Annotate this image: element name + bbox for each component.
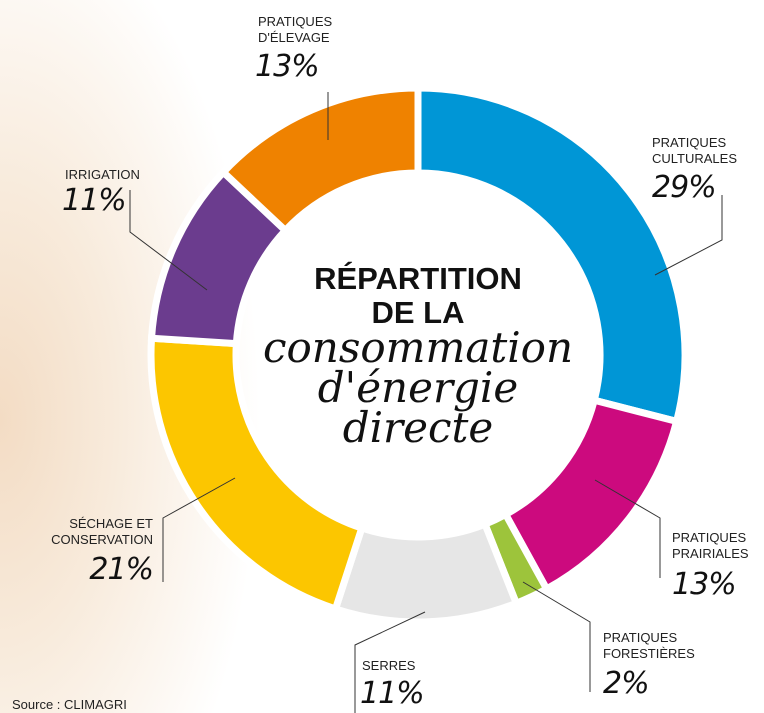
- value-label: 21%: [89, 552, 154, 587]
- donut-segment: [331, 519, 521, 626]
- value-label: 11%: [360, 676, 425, 711]
- category-label: PRATIQUES FORESTIÈRES: [603, 630, 695, 661]
- category-label: PRATIQUES D'ÉLEVAGE: [258, 14, 333, 45]
- leader-line: [522, 581, 591, 692]
- category-label: SERRES: [362, 658, 416, 673]
- leader-line: [162, 477, 236, 582]
- category-label: PRATIQUES PRAIRIALES: [672, 530, 749, 561]
- leader-line: [129, 190, 208, 291]
- category-label: PRATIQUES CULTURALES: [652, 135, 738, 166]
- source: Source : CLIMAGRI: [12, 697, 127, 712]
- donut-segment: [218, 84, 422, 236]
- chart-title: RÉPARTITION DE LA: [314, 261, 522, 330]
- donut-segment: [414, 84, 689, 426]
- leader-line: [654, 195, 723, 276]
- value-label: 13%: [672, 567, 737, 602]
- value-label: 29%: [652, 170, 717, 205]
- category-label: IRRIGATION: [65, 167, 140, 182]
- value-label: 11%: [62, 183, 127, 218]
- chart-subtitle: consommation d'énergie directe: [262, 323, 574, 452]
- leader-line: [594, 479, 661, 578]
- value-label: 2%: [603, 666, 650, 701]
- category-label: SÉCHAGE ET CONSERVATION: [51, 516, 153, 547]
- leader-line: [354, 611, 426, 713]
- value-label: 13%: [255, 49, 320, 84]
